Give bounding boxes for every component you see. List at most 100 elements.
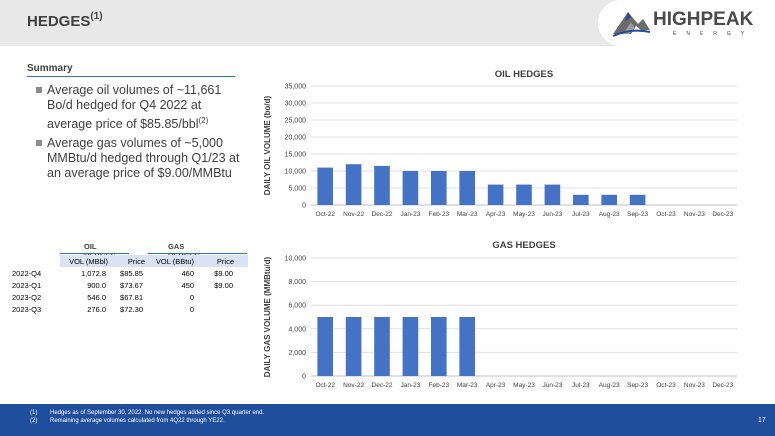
bar	[345, 317, 362, 376]
gas-hedges-chart: GAS HEDGES DAILY GAS VOLUME (MMBtu/d) 0 2,0…	[263, 240, 737, 389]
table-cell-period: 2023-Q3	[12, 305, 42, 314]
chart-title: GAS HEDGES	[492, 240, 555, 251]
x-tick-label: May-23	[513, 382, 535, 389]
bar	[516, 184, 532, 205]
table-col-header: VOL (MBbl)	[69, 257, 108, 266]
bar	[317, 317, 334, 376]
bar	[601, 194, 618, 205]
x-tick-label: Oct-23	[656, 382, 676, 389]
table-cell-oil-price: $67.81	[120, 293, 143, 302]
y-tick-label: 2,000	[288, 350, 306, 357]
bullet-text: Average oil volumes of ~11,661 Bo/d hedg…	[47, 83, 222, 132]
table-col-header: Price	[127, 257, 145, 266]
y-tick-label: 10,000	[285, 169, 307, 176]
x-tick-label: Nov-22	[343, 211, 364, 218]
table-cell-oil-vol: 546.0	[87, 293, 106, 302]
table-cell-oil-price: $85.85	[120, 269, 143, 278]
x-tick-label: Feb-23	[428, 382, 449, 389]
y-tick-label: 20,000	[285, 135, 307, 142]
x-tick-label: May-23	[513, 211, 535, 218]
y-axis-label: DAILY GAS VOLUME (MMBtu/d)	[263, 256, 272, 377]
table-cell-oil-vol: 1,072.8	[80, 269, 106, 278]
table-cell-period: 2022-Q4	[12, 269, 42, 278]
y-tick-label: 25,000	[285, 118, 307, 125]
page-title: HEDGES(1)	[27, 11, 103, 30]
x-tick-label: Dec-23	[712, 211, 733, 218]
x-tick-label: Apr-23	[486, 211, 506, 218]
x-tick-label: Jun-23	[542, 382, 562, 389]
bar	[430, 317, 447, 376]
x-tick-label: Oct-22	[315, 211, 335, 218]
bar	[459, 171, 476, 205]
bullet-square-icon	[36, 140, 42, 146]
table-cell-gas-vol: 450	[181, 281, 194, 290]
y-tick-label: 10,000	[285, 256, 307, 263]
x-tick-label: Apr-23	[486, 382, 506, 389]
table-cell-gas-vol: 0	[189, 305, 194, 314]
table-cell-gas-vol: 460	[181, 269, 194, 278]
table-cell-oil-price: $73.67	[120, 281, 143, 290]
page-title-footnote-ref: (1)	[90, 11, 103, 22]
bullet-footnote-ref: (2)	[198, 116, 209, 125]
y-tick-label: 0	[302, 374, 306, 381]
page-number: 17	[758, 417, 766, 424]
table-col-header: VOL (BBtu)	[155, 257, 194, 266]
bar	[544, 184, 561, 205]
bar	[487, 184, 504, 205]
footnote-1-num: (1)	[30, 410, 38, 416]
logo-wordmark: HIGHPEAK	[653, 9, 754, 30]
x-tick-label: Dec-22	[372, 211, 393, 218]
y-axis-label: DAILY OIL VOLUME (bo/d)	[263, 95, 272, 195]
table-cell-gas-price: $9.00	[214, 281, 233, 290]
table-cell-oil-vol: 900.0	[87, 281, 106, 290]
y-tick-label: 30,000	[285, 101, 307, 108]
table-cell-gas-vol: 0	[189, 293, 194, 302]
table-header-band	[60, 255, 248, 267]
x-tick-label: Nov-22	[343, 382, 364, 389]
x-tick-label: Sep-23	[627, 211, 648, 218]
bar	[317, 167, 334, 205]
bar	[402, 171, 419, 205]
x-tick-label: Jul-23	[572, 382, 590, 389]
x-tick-label: Mar-23	[457, 382, 478, 389]
footnote-1-text: Hedges as of September 30, 2022. No new …	[50, 410, 265, 416]
bar	[374, 165, 390, 205]
bar	[345, 164, 362, 205]
y-tick-label: 0	[302, 203, 306, 210]
footnote-2-text: Remaining average volumes calculated fro…	[50, 418, 225, 424]
x-tick-label: Nov-23	[684, 211, 705, 218]
bar	[629, 194, 646, 205]
bullet-text: Average gas volumes of ~5,000 MMBtu/d he…	[47, 136, 240, 180]
bar	[572, 194, 589, 205]
table-col-header: Price	[216, 257, 234, 266]
x-tick-label: Feb-23	[428, 211, 449, 218]
y-tick-label: 5,000	[288, 186, 306, 193]
x-tick-label: Oct-22	[315, 382, 335, 389]
x-tick-label: Sep-23	[627, 382, 648, 389]
x-tick-label: Aug-23	[599, 211, 620, 218]
x-tick-label: Oct-23	[656, 211, 676, 218]
summary-underline	[27, 76, 235, 77]
logo-subtext: ENERGY	[673, 31, 755, 37]
table-group-underline-oil	[60, 253, 129, 254]
bullet-square-icon	[36, 87, 42, 93]
chart-title: OIL HEDGES	[495, 69, 553, 80]
y-tick-label: 15,000	[285, 152, 307, 159]
x-tick-label: Dec-23	[712, 382, 733, 389]
x-tick-label: Jan-23	[400, 211, 420, 218]
table-cell-period: 2023-Q1	[12, 281, 42, 290]
footer-bar	[0, 404, 775, 436]
x-tick-label: Nov-23	[684, 382, 705, 389]
bar	[459, 317, 476, 376]
table-cell-oil-price: $72.30	[120, 305, 143, 314]
mountain-logo-icon	[612, 12, 651, 37]
oil-hedges-chart: OIL HEDGES DAILY OIL VOLUME (bo/d) 0 5,000 1…	[263, 69, 737, 218]
x-tick-label: Dec-22	[372, 382, 393, 389]
summary-heading: Summary	[27, 63, 73, 74]
footnote-2-num: (2)	[30, 418, 38, 424]
table-cell-oil-vol: 276.0	[87, 305, 106, 314]
x-tick-label: Mar-23	[457, 211, 478, 218]
x-tick-label: Jan-23	[400, 382, 420, 389]
table-cell-gas-price: $9.00	[214, 269, 233, 278]
